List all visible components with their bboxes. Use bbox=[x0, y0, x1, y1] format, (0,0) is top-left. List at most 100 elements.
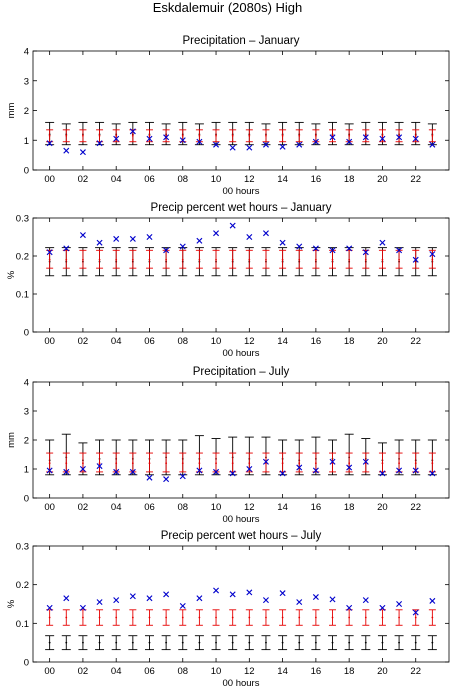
red-errorbar bbox=[229, 452, 237, 473]
red-errorbar-center bbox=[231, 462, 234, 465]
red-errorbar bbox=[428, 249, 436, 269]
red-errorbar bbox=[262, 609, 270, 626]
red-errorbar-center bbox=[298, 258, 301, 261]
black-errorbar bbox=[311, 635, 321, 651]
y-tick-label: 4 bbox=[24, 378, 29, 389]
observed-marker-stroke-b bbox=[79, 466, 86, 472]
observed-marker bbox=[346, 245, 353, 252]
y-axis-label: mm bbox=[6, 432, 17, 448]
observed-marker bbox=[63, 245, 70, 252]
y-tick-label: 0.1 bbox=[16, 290, 29, 301]
observed-marker bbox=[163, 591, 170, 598]
x-tick-label: 14 bbox=[277, 502, 288, 513]
red-errorbar bbox=[96, 452, 104, 473]
observed-marker-stroke-b bbox=[429, 251, 436, 258]
observed-marker bbox=[296, 464, 303, 471]
black-errorbar bbox=[144, 635, 154, 651]
x-tick-label: 00 bbox=[44, 502, 55, 513]
red-errorbar bbox=[262, 249, 270, 269]
observed-marker-stroke-b bbox=[296, 243, 303, 250]
black-errorbar bbox=[294, 635, 304, 651]
observed-marker bbox=[46, 249, 53, 256]
red-errorbar-center bbox=[231, 258, 234, 261]
red-errorbar bbox=[229, 609, 237, 626]
observed-marker-stroke-b bbox=[346, 138, 353, 145]
observed-marker-stroke-b bbox=[246, 144, 253, 151]
y-tick-label: 0.2 bbox=[16, 252, 29, 263]
observed-marker-stroke-b bbox=[362, 458, 369, 465]
x-tick-label: 12 bbox=[244, 666, 255, 677]
black-errorbar-center bbox=[165, 641, 168, 644]
red-errorbar bbox=[179, 609, 187, 626]
y-tick-label: 3 bbox=[24, 407, 29, 418]
red-errorbar bbox=[329, 609, 337, 626]
red-errorbar-center bbox=[65, 134, 68, 137]
x-tick-label: 10 bbox=[211, 502, 222, 513]
observed-marker-stroke-b bbox=[379, 470, 386, 477]
observed-marker bbox=[96, 463, 103, 470]
red-errorbar-center bbox=[431, 616, 434, 619]
x-tick-label: 22 bbox=[410, 336, 421, 347]
observed-marker bbox=[262, 230, 269, 237]
observed-marker bbox=[46, 467, 53, 474]
red-errorbar bbox=[395, 249, 403, 269]
observed-marker bbox=[429, 141, 436, 148]
observed-marker-stroke-b bbox=[96, 599, 103, 606]
observed-marker bbox=[412, 467, 419, 474]
observed-marker-stroke-b bbox=[312, 245, 319, 252]
observed-marker bbox=[96, 239, 103, 246]
observed-marker bbox=[279, 470, 286, 477]
observed-marker-stroke-b bbox=[63, 595, 70, 602]
red-errorbar bbox=[262, 129, 270, 143]
observed-marker bbox=[196, 467, 203, 474]
red-errorbar-center bbox=[331, 616, 334, 619]
x-tick-label: 02 bbox=[78, 666, 89, 677]
x-tick-label: 06 bbox=[144, 174, 155, 185]
red-errorbar-center bbox=[414, 616, 417, 619]
observed-marker-stroke-b bbox=[129, 468, 136, 475]
observed-marker-stroke-b bbox=[129, 593, 136, 600]
red-errorbar-center bbox=[364, 616, 367, 619]
black-errorbar bbox=[328, 635, 338, 651]
x-tick-label: 22 bbox=[410, 666, 421, 677]
red-errorbar-center bbox=[198, 616, 201, 619]
observed-marker-stroke-b bbox=[329, 596, 336, 603]
x-tick-label: 04 bbox=[111, 174, 122, 185]
red-errorbar bbox=[46, 249, 54, 269]
red-errorbar-center bbox=[148, 616, 151, 619]
x-tick-label: 06 bbox=[144, 666, 155, 677]
red-errorbar-center bbox=[398, 258, 400, 261]
observed-marker bbox=[346, 604, 353, 611]
observed-marker-stroke-b bbox=[146, 474, 153, 481]
x-tick-label: 14 bbox=[277, 174, 288, 185]
x-tick-label: 22 bbox=[410, 502, 421, 513]
y-tick-label: 3 bbox=[24, 76, 29, 87]
red-errorbar-center bbox=[298, 616, 301, 619]
red-errorbar-center bbox=[331, 258, 334, 261]
observed-marker bbox=[246, 589, 253, 596]
observed-marker-stroke-b bbox=[362, 249, 369, 256]
y-tick-label: 0.1 bbox=[16, 619, 29, 630]
red-errorbar-center bbox=[148, 134, 151, 137]
x-tick-label: 18 bbox=[344, 174, 355, 185]
black-errorbar-center bbox=[364, 641, 367, 644]
observed-marker bbox=[146, 135, 153, 142]
observed-marker-stroke-b bbox=[179, 137, 186, 144]
red-errorbar-center bbox=[314, 616, 317, 619]
red-errorbar-center bbox=[48, 616, 51, 619]
black-errorbar-center bbox=[82, 641, 84, 644]
observed-marker bbox=[79, 149, 86, 156]
red-errorbar bbox=[112, 609, 120, 626]
observed-marker-stroke-b bbox=[63, 147, 70, 154]
observed-marker-stroke-b bbox=[229, 222, 236, 229]
red-errorbar bbox=[362, 609, 370, 626]
red-errorbar bbox=[229, 249, 237, 269]
black-errorbar-center bbox=[181, 641, 184, 644]
y-axis-label: % bbox=[6, 270, 17, 279]
observed-marker bbox=[412, 135, 419, 142]
red-errorbar-center bbox=[48, 258, 51, 261]
observed-marker-stroke-b bbox=[396, 467, 403, 474]
red-errorbar bbox=[428, 609, 436, 626]
